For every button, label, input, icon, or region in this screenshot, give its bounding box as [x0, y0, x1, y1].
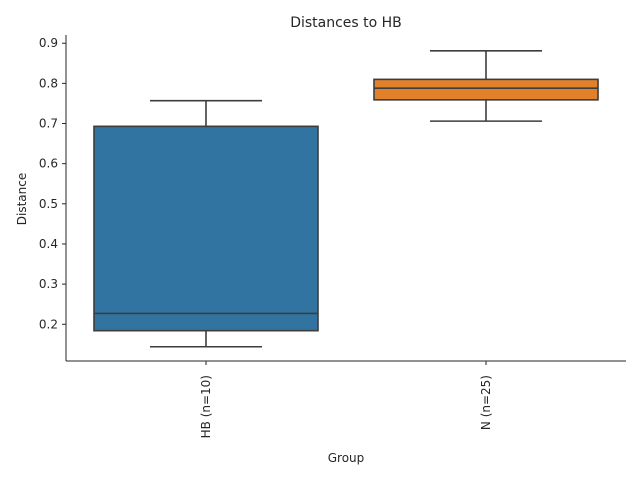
- y-tick-label: 0.6: [39, 157, 58, 171]
- box-iqr: [373, 78, 599, 101]
- box-group: [373, 50, 599, 122]
- x-axis-label: Group: [328, 451, 365, 465]
- y-ticks: 0.2 0.3 0.4 0.5 0.6 0.7 0.8 0.9: [39, 36, 66, 331]
- boxes-layer: [93, 50, 599, 348]
- y-tick-label: 0.3: [39, 277, 58, 291]
- y-tick-label: 0.4: [39, 237, 58, 251]
- y-tick-label: 0.2: [39, 317, 58, 331]
- y-tick-label: 0.5: [39, 197, 58, 211]
- y-axis-label: Distance: [15, 173, 29, 225]
- x-tick-label: HB (n=10): [199, 375, 213, 438]
- chart-title: Distances to HB: [290, 15, 402, 31]
- x-tick-label: N (n=25): [479, 375, 493, 430]
- y-tick-label: 0.9: [39, 36, 58, 50]
- y-tick-label: 0.7: [39, 117, 58, 131]
- y-tick-label: 0.8: [39, 76, 58, 90]
- x-ticks: HB (n=10) N (n=25): [199, 361, 493, 438]
- box-group: [93, 99, 319, 348]
- box-iqr: [93, 125, 319, 332]
